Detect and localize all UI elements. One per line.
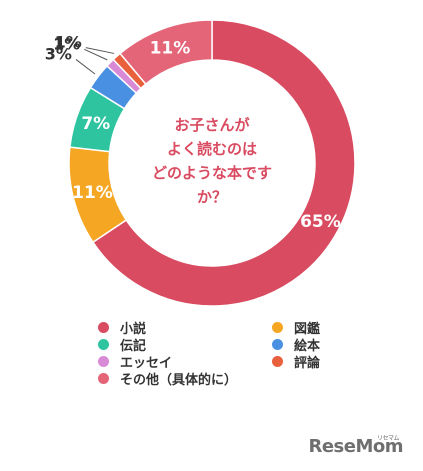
leader-line-criticism: [85, 47, 115, 54]
legend-label-other: その他（具体的に）: [120, 373, 238, 388]
legend: 小説 伝記 エッセイ その他（具体的に） 図鑑 絵本 評論: [98, 318, 358, 388]
value-label-other: 11%: [150, 38, 191, 58]
legend-swatch-criticism: [272, 356, 283, 367]
value-label-biography: 7%: [81, 114, 110, 134]
center-title-line: よく読むのは: [167, 140, 257, 158]
leader-line-essay: [84, 48, 108, 61]
legend-item-other: その他（具体的に）: [98, 369, 237, 388]
legend-label-encyclopedia: 図鑑: [294, 322, 321, 337]
value-label-criticism: 1%: [55, 33, 82, 52]
legend-item-essay: エッセイ: [98, 352, 172, 371]
legend-label-novel: 小説: [120, 322, 147, 337]
logo-text: ReseMom: [308, 436, 403, 457]
legend-label-essay: エッセイ: [120, 356, 173, 371]
legend-swatch-biography: [98, 339, 109, 350]
legend-item-picture-book: 絵本: [272, 335, 320, 354]
value-label-novel: 65%: [300, 212, 341, 232]
legend-label-picture-book: 絵本: [294, 339, 321, 354]
legend-item-criticism: 評論: [272, 352, 320, 371]
legend-item-encyclopedia: 図鑑: [272, 318, 320, 337]
legend-swatch-essay: [98, 356, 109, 367]
center-title-line: どのような本です: [152, 164, 272, 182]
leader-line-picture-book: [75, 59, 96, 75]
legend-swatch-picture-book: [272, 339, 283, 350]
value-label-encyclopedia: 11%: [72, 183, 113, 203]
slice-other: [119, 19, 213, 86]
resemom-logo: ReseMom リセマム: [308, 435, 403, 457]
legend-item-biography: 伝記: [98, 335, 146, 354]
legend-label-biography: 伝記: [120, 339, 147, 354]
value-label-essay: 1%: [53, 34, 80, 53]
legend-swatch-encyclopedia: [272, 322, 283, 333]
legend-swatch-novel: [98, 322, 109, 333]
legend-label-criticism: 評論: [294, 356, 321, 371]
center-title-line: か？: [197, 188, 227, 206]
value-label-picture-book: 3%: [45, 44, 72, 63]
legend-item-novel: 小説: [98, 318, 146, 337]
legend-swatch-other: [98, 373, 109, 384]
slice-novel: [91, 19, 356, 307]
center-title-line: お子さんが: [174, 116, 250, 134]
logo-kana: リセマム: [376, 435, 400, 442]
